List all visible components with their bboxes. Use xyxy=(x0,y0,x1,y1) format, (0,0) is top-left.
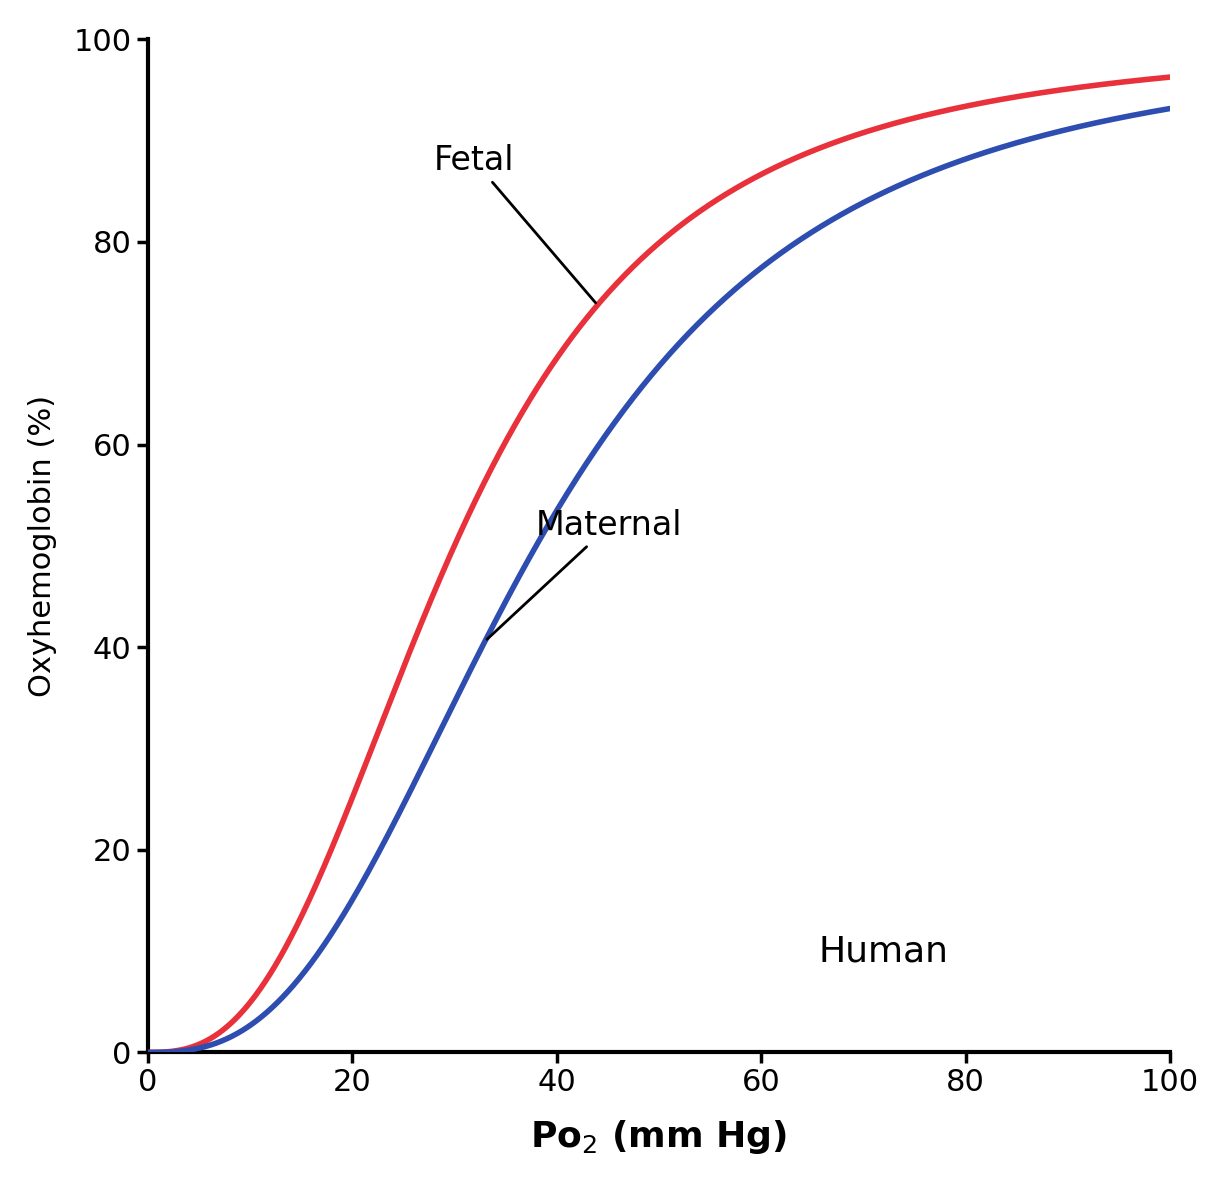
X-axis label: Po$_2$ (mm Hg): Po$_2$ (mm Hg) xyxy=(530,1118,788,1157)
Y-axis label: Oxyhemoglobin (%): Oxyhemoglobin (%) xyxy=(28,394,56,697)
Text: Human: Human xyxy=(818,934,948,969)
Text: Maternal: Maternal xyxy=(487,509,682,639)
Text: Fetal: Fetal xyxy=(434,144,595,303)
